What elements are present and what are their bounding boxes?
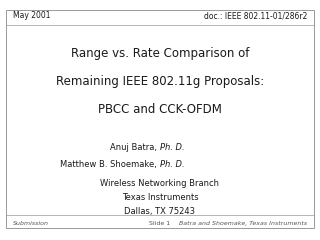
Text: Dallas, TX 75243: Dallas, TX 75243 — [124, 207, 196, 216]
Text: Submission: Submission — [13, 221, 49, 226]
Text: Remaining IEEE 802.11g Proposals:: Remaining IEEE 802.11g Proposals: — [56, 75, 264, 88]
Text: May 2001: May 2001 — [13, 11, 50, 20]
Text: Anuj Batra,: Anuj Batra, — [110, 143, 160, 152]
Text: Matthew B. Shoemake,: Matthew B. Shoemake, — [60, 160, 160, 169]
Text: Texas Instruments: Texas Instruments — [122, 193, 198, 202]
Text: Ph. D.: Ph. D. — [160, 160, 185, 169]
Text: PBCC and CCK-OFDM: PBCC and CCK-OFDM — [98, 103, 222, 116]
Text: doc.: IEEE 802.11-01/286r2: doc.: IEEE 802.11-01/286r2 — [204, 11, 307, 20]
Text: Range vs. Rate Comparison of: Range vs. Rate Comparison of — [71, 48, 249, 60]
Text: Slide 1: Slide 1 — [149, 221, 171, 226]
Text: Batra and Shoemake, Texas Instruments: Batra and Shoemake, Texas Instruments — [179, 221, 307, 226]
Text: Wireless Networking Branch: Wireless Networking Branch — [100, 179, 220, 188]
Text: Ph. D.: Ph. D. — [160, 143, 185, 152]
